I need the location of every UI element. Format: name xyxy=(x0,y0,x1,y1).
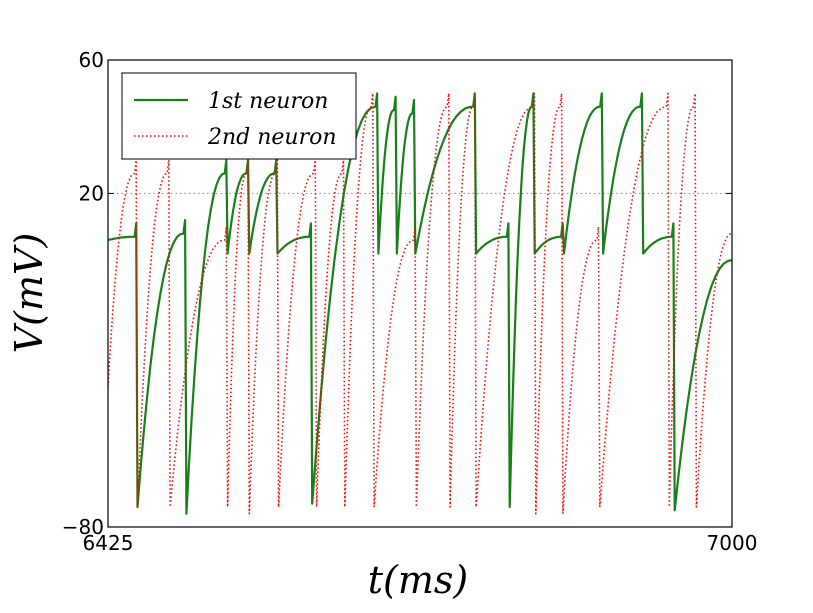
legend-frame xyxy=(121,72,357,160)
series-lines xyxy=(108,92,732,515)
axes-frame xyxy=(107,59,733,528)
x-tick-label: 7000 xyxy=(707,531,758,555)
x-axis-label: t(ms) xyxy=(368,558,468,602)
y-tick-label: 20 xyxy=(79,181,104,205)
series-line-1 xyxy=(108,92,732,515)
y-tick-label: −80 xyxy=(62,515,104,539)
plot-area xyxy=(107,59,733,528)
legend-label-1: 1st neuron xyxy=(208,89,328,114)
x-tick-label: 6425 xyxy=(83,531,134,555)
legend-label-2: 2nd neuron xyxy=(207,125,337,150)
axis-ticks: 6425 7000 −80 20 60 xyxy=(62,48,758,555)
y-tick-label: 60 xyxy=(79,48,104,72)
series-line-2 xyxy=(108,92,732,515)
legend: 1st neuron 2nd neuron xyxy=(121,72,357,160)
y-axis-label: V(mV) xyxy=(7,233,51,354)
